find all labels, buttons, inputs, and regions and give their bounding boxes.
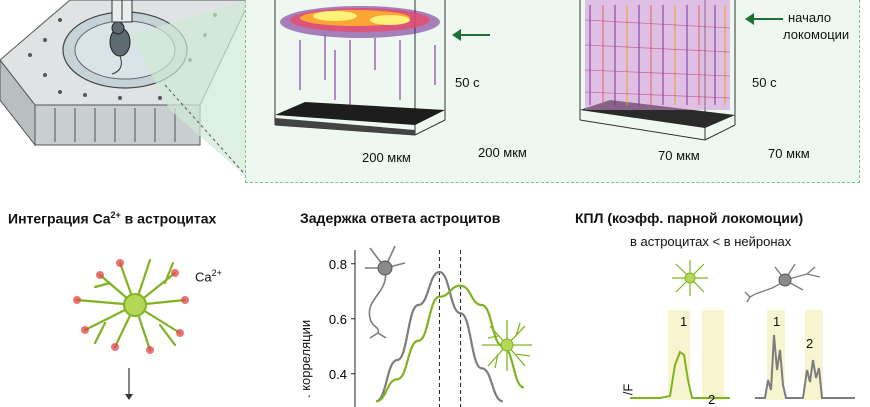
- volume-plot-1: [274, 0, 446, 136]
- left-section-title: Интеграция Ca2+ в астроцитах: [8, 210, 217, 227]
- astrocyte-icon: [482, 320, 532, 371]
- astrocyte-calcium-icon: [73, 258, 189, 354]
- onset-label-line2: локомоции: [783, 27, 850, 42]
- onset-arrow-icon: [452, 29, 490, 41]
- mouse-platform-illustration: [0, 0, 251, 181]
- down-arrow-icon: [125, 368, 133, 400]
- volume-plot-2: [579, 0, 736, 141]
- volume2-y-scale: 70 мкм: [768, 146, 810, 161]
- right-section-subtitle: в астроцитах < в нейронах: [630, 234, 792, 249]
- ca-label: Ca2+: [195, 268, 222, 285]
- right-section-title: КПЛ (коэфф. парной локомоции): [575, 210, 804, 226]
- astro-peak-1-label: 1: [680, 314, 688, 329]
- middle-section-title: Задержка ответа астроцитов: [300, 210, 501, 226]
- trace-y-label: /F: [620, 383, 636, 396]
- neuron-small-icon: [744, 263, 821, 303]
- astrocyte-small-icon: [672, 260, 708, 296]
- onset-label-line1: начало: [788, 10, 832, 25]
- correlation-y-label: . корреляции: [298, 319, 313, 398]
- astrocyte-trace: [630, 310, 730, 400]
- y-tick-label: 0.8: [329, 257, 347, 272]
- volume1-time-scale: 50 с: [455, 75, 480, 90]
- neuron-icon: [365, 245, 406, 339]
- y-tick-label: 0.6: [329, 312, 347, 327]
- volume1-x-scale: 200 мкм: [362, 150, 411, 165]
- neuron-peak-1-label: 1: [773, 314, 781, 329]
- locomotion-onset-arrow-icon: [745, 13, 783, 25]
- volume2-time-scale: 50 с: [752, 75, 777, 90]
- neuron-correlation-line: [375, 270, 504, 403]
- neuron-peak-2-label: 2: [806, 336, 814, 351]
- neuron-trace: [755, 310, 855, 400]
- y-tick-label: 0.4: [329, 367, 347, 382]
- volume1-y-scale: 200 мкм: [478, 145, 527, 160]
- volume2-x-scale: 70 мкм: [658, 148, 700, 163]
